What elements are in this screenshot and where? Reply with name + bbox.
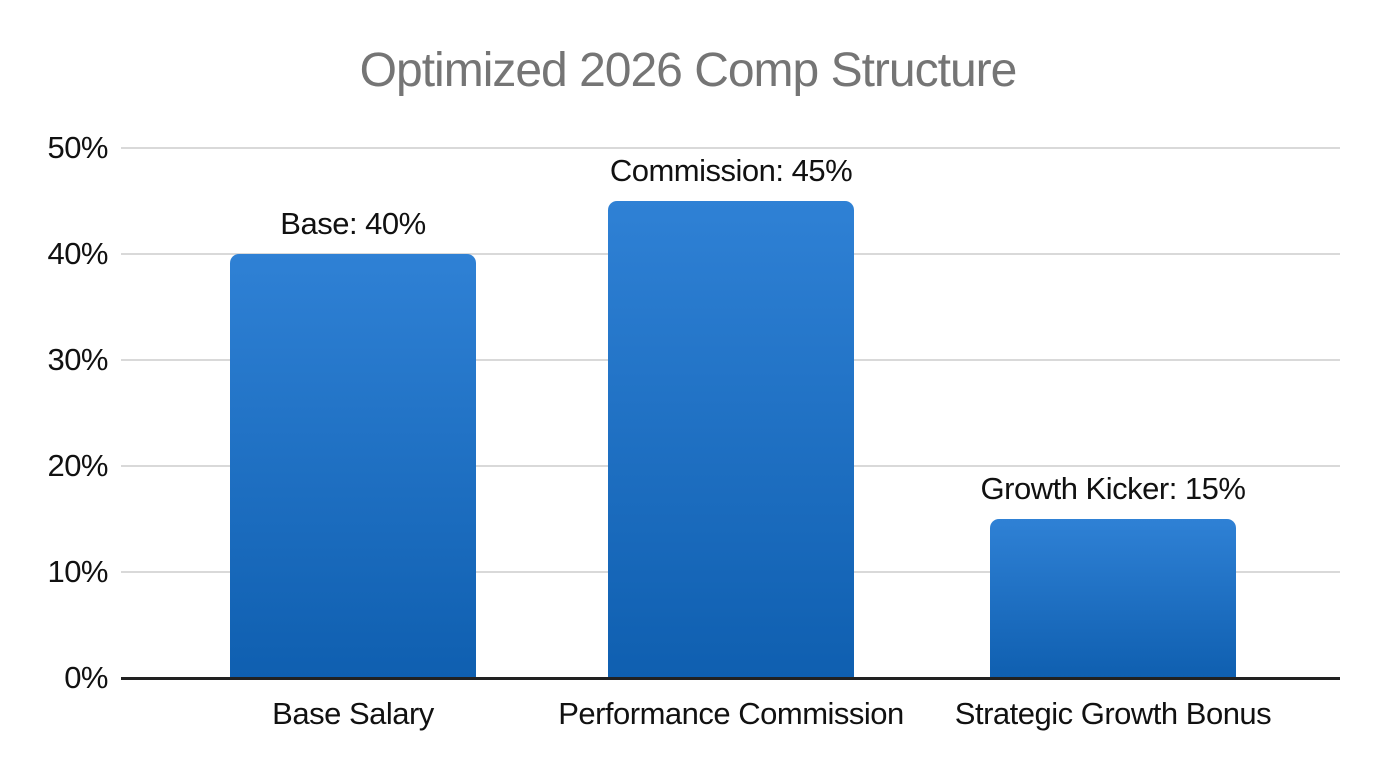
bar-value-label: Base: 40%: [280, 206, 426, 241]
x-axis-category-label: Performance Commission: [558, 696, 904, 731]
x-axis-baseline: [121, 677, 1340, 680]
y-axis-tick-label: 30%: [47, 342, 108, 377]
y-axis-tick-label: 40%: [47, 236, 108, 271]
x-axis-category-label: Strategic Growth Bonus: [954, 696, 1272, 731]
gridline: [121, 147, 1340, 149]
x-axis-category-label: Base Salary: [272, 696, 434, 731]
bar-value-label: Commission: 45%: [609, 153, 853, 188]
bar-performance-commission: [608, 201, 854, 678]
bar-base-salary: [230, 254, 476, 678]
bar-value-label: Growth Kicker: 15%: [980, 471, 1246, 506]
y-axis-tick-label: 0%: [64, 660, 108, 695]
chart-title: Optimized 2026 Comp Structure: [359, 44, 1018, 97]
y-axis-tick-label: 50%: [47, 130, 108, 165]
y-axis-tick-label: 10%: [47, 554, 108, 589]
y-axis-tick-label: 20%: [47, 448, 108, 483]
bar-strategic-growth-bonus: [990, 519, 1236, 678]
